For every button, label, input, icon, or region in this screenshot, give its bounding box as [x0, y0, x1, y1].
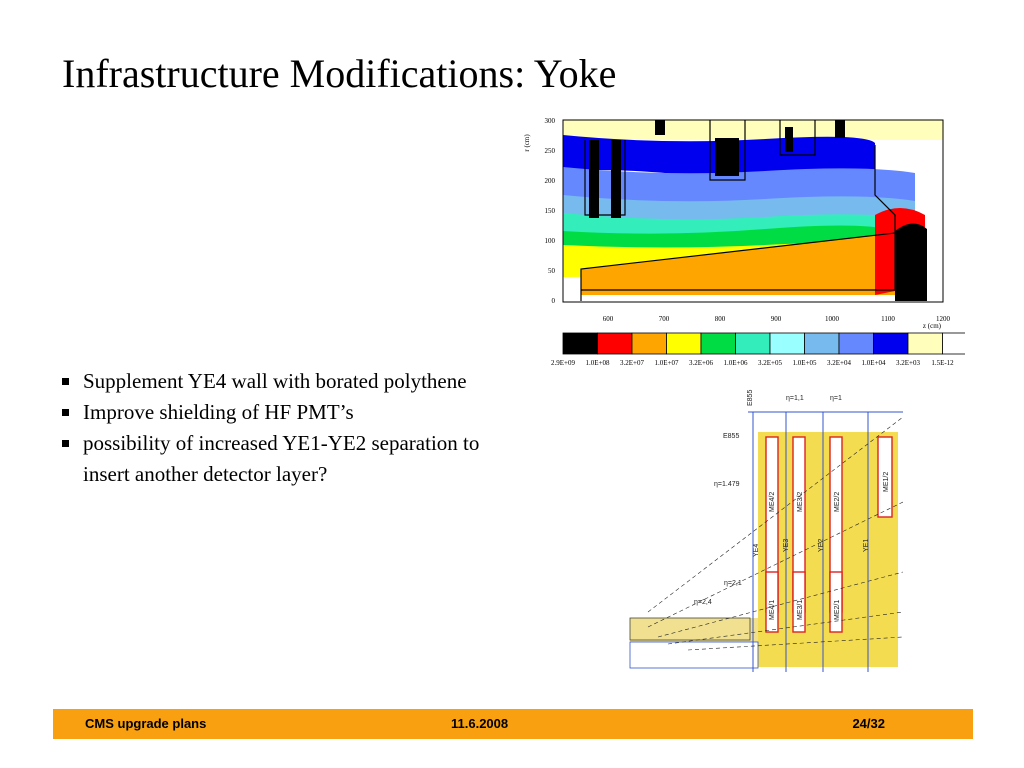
flux-map-plot: r (cm) z (cm) 300 250 200 150 100 50 0 6… — [523, 117, 965, 367]
chamber-label: ME3/2 — [797, 492, 804, 512]
footer-title: CMS upgrade plans — [85, 716, 207, 731]
yoke-cross-section-drawing: η=1,1 η=1 η=1.479 η=2,1 η=2,4 E855 E855 … — [628, 382, 903, 672]
blue-construction-lines — [748, 411, 903, 672]
bullet-text: possibility of increased YE1-YE2 separat… — [83, 431, 480, 486]
yoke-label: YE1 — [863, 539, 870, 552]
yoke-label: YE2 — [818, 539, 825, 552]
eta-label: η=1 — [830, 395, 842, 402]
chamber-label: ME2/1 — [834, 600, 841, 620]
colorbar-swatch — [907, 332, 943, 355]
colorbar-label: 2.9E+09 — [551, 359, 575, 367]
steel-block-shapes — [589, 120, 845, 218]
y-axis-label: r (cm) — [523, 134, 531, 152]
flux-map-heatmap — [563, 120, 943, 302]
y-tick-label: 250 — [545, 147, 556, 155]
bullet-text: Supplement YE4 wall with borated polythe… — [83, 369, 467, 393]
square-bullet-icon — [62, 378, 69, 385]
chamber-label: ME4/1 — [769, 600, 776, 620]
eta-lines — [647, 416, 903, 651]
eta-label: η=1,1 — [786, 395, 804, 402]
x-tick-label: 800 — [715, 315, 726, 323]
page-number: 24/32 — [852, 716, 885, 731]
bullet-item: Improve shielding of HF PMT’s — [62, 397, 482, 428]
colorbar-swatch — [700, 332, 736, 355]
y-tick-label: 100 — [545, 237, 556, 245]
colorbar-label: 1.0E+04 — [862, 359, 886, 367]
square-bullet-icon — [62, 440, 69, 447]
square-bullet-icon — [62, 409, 69, 416]
dimension-label: E855 — [723, 433, 739, 440]
colorbar-swatch — [631, 332, 667, 355]
y-tick-label: 50 — [548, 267, 556, 275]
colorbar-swatch — [735, 332, 771, 355]
x-tick-label: 900 — [771, 315, 782, 323]
chamber-label: ME2/2 — [834, 492, 841, 512]
bullet-list: Supplement YE4 wall with borated polythe… — [62, 366, 482, 490]
bullet-text: Improve shielding of HF PMT’s — [83, 400, 354, 424]
bullet-item: possibility of increased YE1-YE2 separat… — [62, 428, 482, 490]
colorbar-swatch — [873, 332, 909, 355]
colorbar-label: 3.2E+05 — [758, 359, 782, 367]
colorbar-label: 1.0E+08 — [586, 359, 610, 367]
eta-label: η=2,4 — [694, 599, 712, 606]
y-tick-label: 300 — [545, 117, 556, 125]
bullet-item: Supplement YE4 wall with borated polythe… — [62, 366, 482, 397]
colorbar-swatch — [942, 332, 965, 355]
colorbar-label: 3.2E+06 — [689, 359, 713, 367]
eta-label: η=2,1 — [724, 580, 742, 587]
y-tick-label: 0 — [552, 297, 556, 305]
colorbar-label: 3.2E+04 — [827, 359, 851, 367]
colorbar-swatch — [597, 332, 633, 355]
chamber-outlines — [765, 436, 893, 633]
x-tick-label: 700 — [659, 315, 670, 323]
colorbar-swatch — [838, 332, 874, 355]
footer-bar: CMS upgrade plans 11.6.2008 24/32 — [53, 709, 973, 739]
colorbar-label: 3.2E+07 — [620, 359, 644, 367]
colorbar-label: 1.0E+07 — [655, 359, 679, 367]
yoke-label: YE4 — [753, 544, 760, 557]
y-tick-label: 200 — [545, 177, 556, 185]
footer-date: 11.6.2008 — [451, 716, 509, 731]
slide-title: Infrastructure Modifications: Yoke — [62, 51, 617, 96]
colorbar-label: 1.0E+06 — [724, 359, 748, 367]
plot-frame — [562, 119, 944, 303]
x-axis-label: z (cm) — [923, 322, 942, 330]
colorbar-swatch — [769, 332, 805, 355]
colorbar-label: 3.2E+03 — [896, 359, 920, 367]
colorbar: 2.9E+09 1.0E+08 3.2E+07 1.0E+07 3.2E+06 1.0E+… — [551, 332, 965, 367]
x-tick-label: 600 — [603, 315, 614, 323]
eta-label: η=1.479 — [714, 481, 740, 488]
y-tick-label: 150 — [545, 207, 556, 215]
yoke-label: YE3 — [783, 539, 790, 552]
chamber-label: ME1/2 — [883, 472, 890, 492]
colorbar-swatch — [666, 332, 702, 355]
x-tick-label: 1200 — [936, 315, 951, 323]
x-tick-label: 1100 — [881, 315, 895, 323]
chamber-label: ME4/2 — [769, 492, 776, 512]
colorbar-label: 1.0E+05 — [793, 359, 817, 367]
x-tick-label: 1000 — [825, 315, 840, 323]
colorbar-label: 1.5E-12 — [931, 359, 954, 367]
chamber-label: ME3/1 — [797, 600, 804, 620]
dimension-label: E855 — [747, 390, 754, 406]
colorbar-swatch — [804, 332, 840, 355]
colorbar-swatch — [562, 332, 598, 355]
